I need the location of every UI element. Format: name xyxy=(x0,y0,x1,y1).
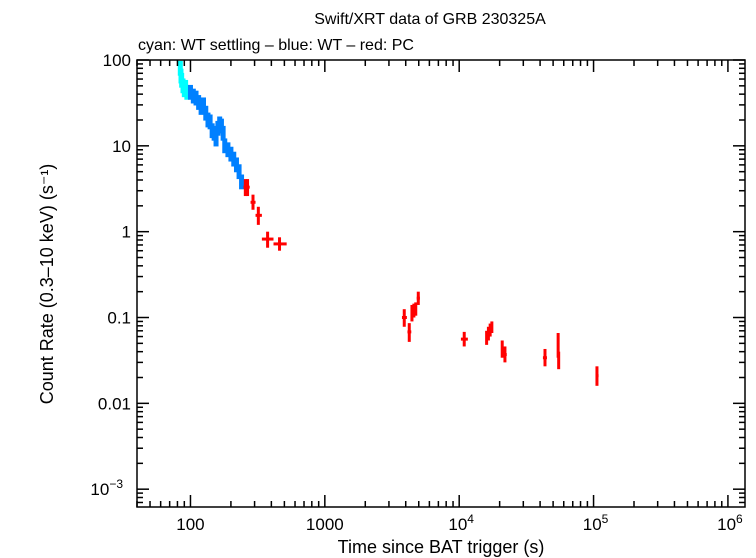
data-point xyxy=(542,348,547,367)
data-point xyxy=(255,206,262,225)
data-point xyxy=(416,291,420,305)
data-point xyxy=(595,366,599,386)
data-marks xyxy=(177,60,599,386)
data-point xyxy=(220,125,226,141)
data-point xyxy=(490,321,494,333)
data-point xyxy=(250,194,256,210)
data-point xyxy=(500,340,504,358)
chart-title: Swift/XRT data of GRB 230325A xyxy=(314,11,546,28)
x-axis-label: Time since BAT trigger (s) xyxy=(338,537,545,557)
chart-subtitle: cyan: WT settling – blue: WT – red: PC xyxy=(138,37,414,54)
x-tick-label: 100 xyxy=(176,515,204,534)
data-point xyxy=(222,138,228,154)
data-point xyxy=(273,237,287,251)
y-tick-label: 100 xyxy=(103,51,131,70)
y-tick-label: 1 xyxy=(122,223,131,242)
data-point xyxy=(184,84,190,100)
y-tick-label: 0.01 xyxy=(98,394,131,413)
y-tick-label: 0.1 xyxy=(107,309,131,328)
x-tick-label: 104 xyxy=(448,512,474,534)
axes: 100 1000 104 105 106 100 10 1 0.1 0.01 10−3 xyxy=(90,51,746,534)
plot-frame xyxy=(136,59,746,508)
y-tick-label: 10 xyxy=(112,137,131,156)
data-point xyxy=(503,346,507,363)
x-tick-label: 105 xyxy=(583,512,609,534)
y-axis-label: Count Rate (0.3–10 keV) (s⁻¹) xyxy=(37,164,57,405)
x-tick-label: 1000 xyxy=(306,515,344,534)
data-point xyxy=(414,302,418,316)
data-point xyxy=(557,351,561,370)
data-point xyxy=(401,309,407,327)
data-point xyxy=(407,323,412,342)
data-point xyxy=(460,331,468,347)
data-point xyxy=(261,231,274,248)
y-tick-label: 10−3 xyxy=(90,477,123,499)
data-point xyxy=(245,179,250,197)
x-tick-label: 106 xyxy=(717,512,743,534)
data-point xyxy=(239,174,245,190)
